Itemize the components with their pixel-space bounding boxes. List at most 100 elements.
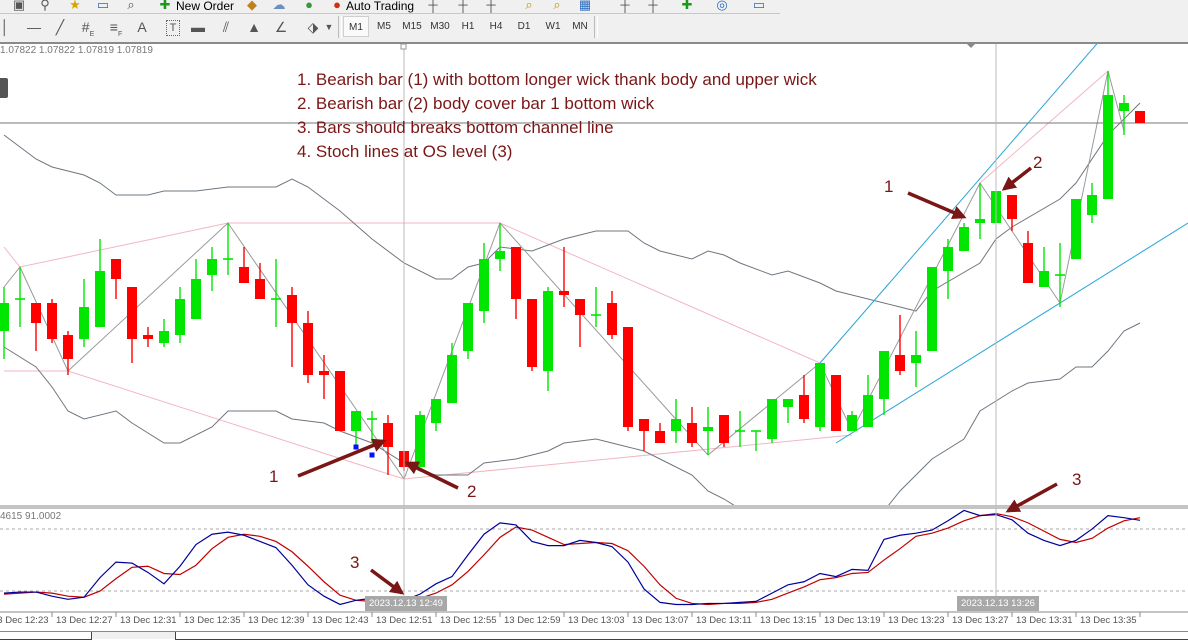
arrows-icon[interactable]: ⬗ (307, 19, 319, 35)
candle-body (575, 299, 585, 315)
timeframe-m15[interactable]: M15 (402, 21, 422, 32)
chart-shift-marker-icon[interactable] (966, 43, 976, 48)
market-icon[interactable]: ● (305, 0, 313, 12)
candlestick-icon[interactable]: ┼ (458, 0, 468, 12)
candle-body (239, 267, 249, 283)
candle-body (495, 251, 505, 259)
stoch-main-line (3, 509, 1141, 606)
candle (127, 287, 137, 363)
zoom-in-icon[interactable]: ⌕ (525, 0, 533, 12)
time-label: 13 Dec 13:23 (888, 615, 945, 626)
fractal-channel-right-line (979, 70, 1109, 184)
chart-tab[interactable] (0, 632, 92, 640)
candle (447, 343, 457, 403)
candle (703, 407, 713, 455)
candle-body (431, 399, 441, 423)
candle-body (559, 291, 569, 295)
candle (943, 239, 953, 299)
crosshair-lines (403, 44, 997, 612)
candle-body (831, 375, 841, 431)
timeframe-m5[interactable]: M5 (377, 21, 391, 32)
tester-icon[interactable]: ⌕ (127, 0, 135, 12)
candle (911, 331, 921, 387)
candle (47, 299, 57, 343)
chart-tab[interactable] (175, 632, 1188, 640)
toolbar-separator (338, 16, 342, 38)
autoscroll-icon[interactable]: ┼ (620, 0, 630, 12)
horizontal-line-icon[interactable]: — (27, 19, 41, 35)
candle (959, 223, 969, 251)
navigator-icon[interactable]: ⚲ (40, 0, 50, 12)
candle-body (863, 395, 873, 427)
crosshair-time-label: 2023.12.13 12:49 (365, 596, 447, 611)
candle (415, 411, 425, 467)
rectangle-icon[interactable]: ▬ (191, 19, 205, 35)
annotation-label: 3 (1072, 470, 1082, 489)
cloud-icon[interactable]: ☁ (272, 0, 286, 12)
chevron-down-icon[interactable]: ▼ (324, 22, 334, 32)
timeframe-m1[interactable]: M1 (343, 16, 369, 37)
candle (879, 351, 889, 415)
annotation-label: 1 (884, 177, 894, 196)
candle (367, 411, 377, 443)
candle-body (943, 247, 953, 271)
chart-shift-icon[interactable]: ┼ (648, 0, 658, 12)
candle (351, 411, 361, 447)
chart-scroll-marker[interactable] (400, 43, 407, 50)
new-order-button[interactable]: New Order (176, 0, 235, 13)
new-order-icon[interactable]: ✚ (159, 0, 171, 12)
candle-body (207, 259, 217, 275)
candle (63, 331, 73, 375)
angle-icon[interactable]: ∠ (274, 19, 288, 35)
auto-trading-button[interactable]: Auto Trading (346, 0, 415, 13)
timeframe-mn[interactable]: MN (572, 21, 588, 32)
timeframe-h4[interactable]: H4 (489, 21, 503, 32)
upper-band-line (3, 102, 1141, 312)
metaeditor-icon[interactable]: ◆ (247, 0, 257, 12)
one-click-trading-toggle[interactable] (0, 78, 8, 98)
candle (15, 267, 25, 327)
auto-trading-icon[interactable]: ● (333, 0, 341, 12)
tile-windows-icon[interactable]: ▦ (578, 0, 592, 12)
candle (79, 279, 89, 347)
candle-body (1039, 271, 1049, 287)
candle (1055, 243, 1065, 307)
zoom-out-icon[interactable]: ⌕ (553, 0, 561, 12)
vertical-line-icon[interactable]: │ (0, 19, 10, 35)
periods-icon[interactable]: ◎ (716, 0, 728, 12)
bar-chart-icon[interactable]: ┼ (428, 0, 438, 12)
templates-icon[interactable]: ▭ (752, 0, 766, 12)
timeframe-h1[interactable]: H1 (461, 21, 475, 32)
fibonacci-icon[interactable]: ≡F (109, 19, 123, 38)
candle (975, 183, 985, 239)
profiles-icon[interactable]: ▣ (12, 0, 26, 12)
candle (863, 375, 873, 427)
triangle-icon[interactable]: ▲ (247, 19, 261, 35)
annotation-label: 3 (350, 553, 360, 572)
candle-body (975, 219, 985, 223)
line-chart-icon[interactable]: ┼ (486, 0, 496, 12)
candle (671, 399, 681, 443)
candle-body (463, 303, 473, 351)
candle (239, 247, 249, 283)
timeframe-m30[interactable]: M30 (430, 21, 450, 32)
terminal-icon[interactable]: ▭ (96, 0, 110, 12)
parallel-lines-icon[interactable]: ⫽ (222, 19, 230, 35)
candle-body (31, 303, 41, 323)
candle (655, 423, 665, 443)
text-label-icon[interactable]: T (166, 20, 180, 36)
timeframe-d1[interactable]: D1 (517, 21, 531, 32)
candle (607, 291, 617, 339)
time-label: 13 Dec 13:19 (824, 615, 881, 626)
favorites-icon[interactable]: ★ (69, 0, 81, 12)
equidistant-channel-icon[interactable]: #E (81, 19, 95, 38)
indicators-icon[interactable]: ✚ (681, 0, 693, 12)
candle (559, 247, 569, 307)
candle-body (511, 247, 521, 299)
timeframe-w1[interactable]: W1 (545, 21, 561, 32)
candle-body (687, 423, 697, 443)
time-label: 13 Dec 12:39 (248, 615, 305, 626)
trendline-icon[interactable]: ╱ (55, 19, 65, 35)
text-icon[interactable]: A (137, 19, 147, 35)
